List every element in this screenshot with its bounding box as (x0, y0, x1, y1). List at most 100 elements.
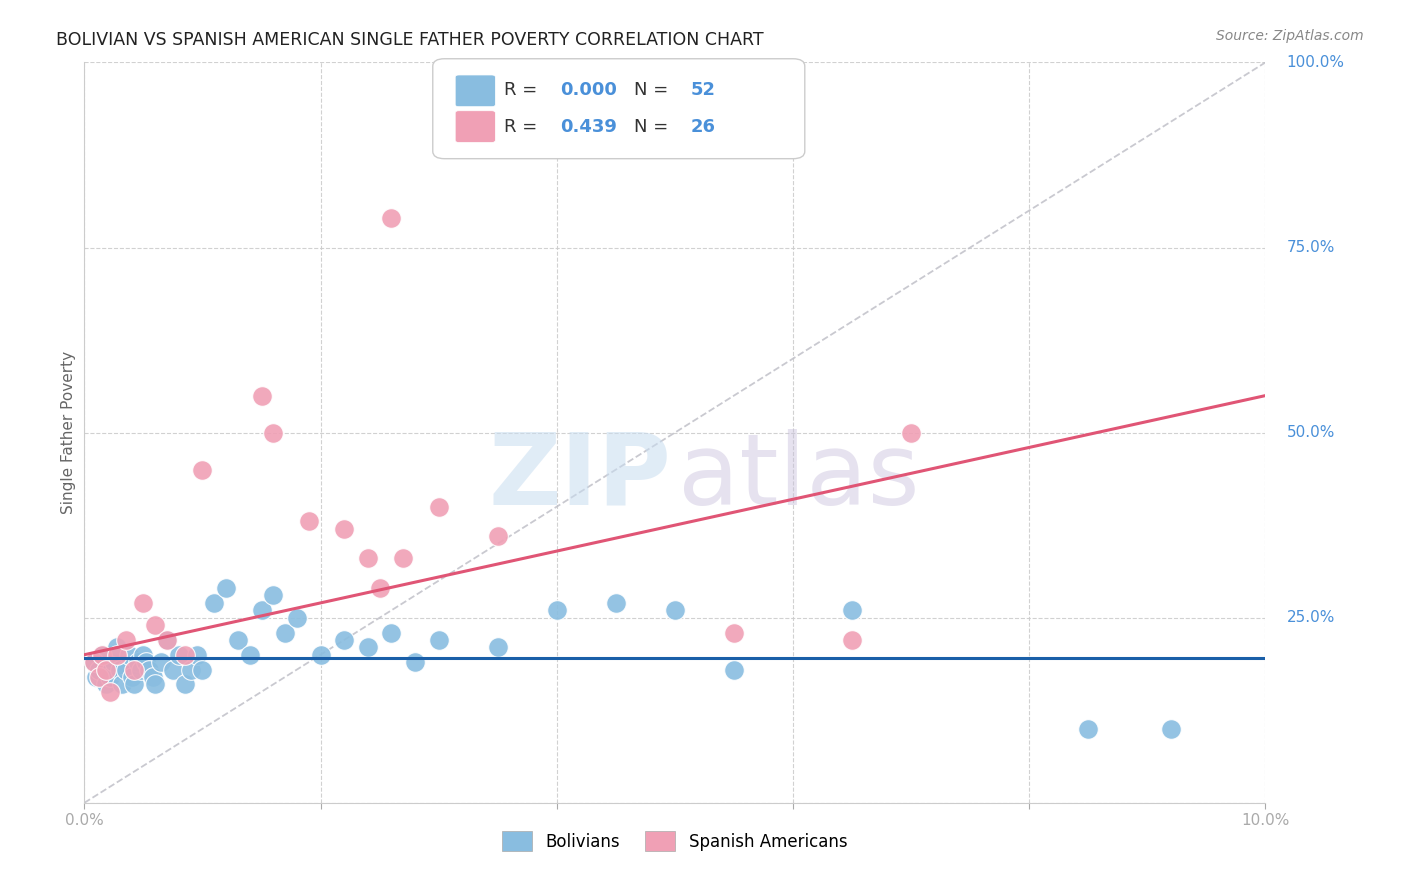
Point (107, 648, 129, 662)
Point (129, 663, 152, 677)
Point (404, 655, 426, 669)
Text: 0.439: 0.439 (561, 119, 617, 136)
Point (121, 670, 143, 684)
Text: 75.0%: 75.0% (1286, 240, 1336, 255)
Point (114, 663, 136, 677)
Point (186, 648, 208, 662)
Point (156, 632, 179, 647)
Point (94, 663, 117, 677)
Text: BOLIVIAN VS SPANISH AMERICAN SINGLE FATHER POVERTY CORRELATION CHART: BOLIVIAN VS SPANISH AMERICAN SINGLE FATH… (56, 31, 763, 49)
Point (900, 425, 922, 440)
Point (91, 648, 114, 662)
Point (167, 648, 190, 662)
Point (173, 648, 195, 662)
Point (83, 655, 105, 669)
Point (357, 551, 380, 566)
Point (83, 655, 105, 669)
Point (250, 603, 273, 617)
Point (135, 655, 157, 669)
Point (156, 632, 179, 647)
Text: N =: N = (634, 119, 673, 136)
Point (91, 648, 114, 662)
Point (114, 632, 136, 647)
Point (122, 677, 145, 691)
Point (1077, 722, 1099, 736)
Point (333, 632, 356, 647)
FancyBboxPatch shape (433, 59, 804, 159)
Point (309, 648, 332, 662)
Point (98, 685, 121, 699)
Point (173, 677, 195, 691)
Point (723, 625, 745, 640)
Point (122, 663, 145, 677)
Point (427, 632, 450, 647)
Point (202, 596, 225, 610)
Point (132, 596, 155, 610)
Point (84, 670, 107, 684)
Point (392, 551, 415, 566)
Point (486, 640, 509, 655)
Text: 100.0%: 100.0% (1286, 55, 1344, 70)
Point (486, 529, 509, 543)
Text: 26: 26 (690, 119, 716, 136)
Text: 25.0%: 25.0% (1286, 610, 1336, 625)
Text: Source: ZipAtlas.com: Source: ZipAtlas.com (1216, 29, 1364, 43)
Point (492, 70, 515, 85)
Point (143, 677, 166, 691)
Point (250, 388, 273, 402)
Point (87, 663, 110, 677)
Point (368, 581, 391, 595)
Point (87, 670, 110, 684)
Point (118, 648, 141, 662)
Point (98, 670, 121, 684)
Point (333, 522, 356, 536)
Point (380, 211, 402, 225)
Point (463, 70, 485, 85)
Point (150, 655, 173, 669)
Point (274, 625, 297, 640)
Text: R =: R = (503, 81, 543, 99)
Point (103, 655, 125, 669)
Point (605, 596, 627, 610)
Point (97, 663, 120, 677)
Point (142, 670, 165, 684)
Point (94, 677, 117, 691)
Point (380, 625, 402, 640)
Text: ZIP: ZIP (488, 428, 671, 525)
Point (127, 655, 149, 669)
Point (841, 603, 863, 617)
Point (239, 648, 262, 662)
Point (162, 663, 184, 677)
Point (723, 663, 745, 677)
Point (180, 663, 202, 677)
Point (215, 581, 238, 595)
Point (108, 663, 131, 677)
Text: 50.0%: 50.0% (1286, 425, 1336, 440)
FancyBboxPatch shape (456, 111, 495, 143)
Point (285, 610, 308, 624)
Point (298, 515, 321, 529)
Point (427, 500, 450, 514)
Point (262, 425, 284, 440)
Point (841, 632, 863, 647)
Point (1160, 722, 1182, 736)
Point (143, 618, 166, 632)
Point (664, 603, 686, 617)
Point (357, 640, 380, 655)
Text: 52: 52 (690, 81, 716, 99)
Text: R =: R = (503, 119, 543, 136)
Text: N =: N = (634, 81, 673, 99)
FancyBboxPatch shape (456, 75, 495, 107)
Point (111, 677, 134, 691)
Text: atlas: atlas (679, 428, 920, 525)
Point (138, 663, 160, 677)
Point (262, 589, 284, 603)
Point (132, 648, 155, 662)
Point (226, 632, 249, 647)
Point (191, 663, 214, 677)
Text: 0.000: 0.000 (561, 81, 617, 99)
Legend: Bolivians, Spanish Americans: Bolivians, Spanish Americans (496, 825, 853, 857)
Point (191, 462, 214, 476)
Y-axis label: Single Father Poverty: Single Father Poverty (60, 351, 76, 514)
Point (546, 603, 568, 617)
